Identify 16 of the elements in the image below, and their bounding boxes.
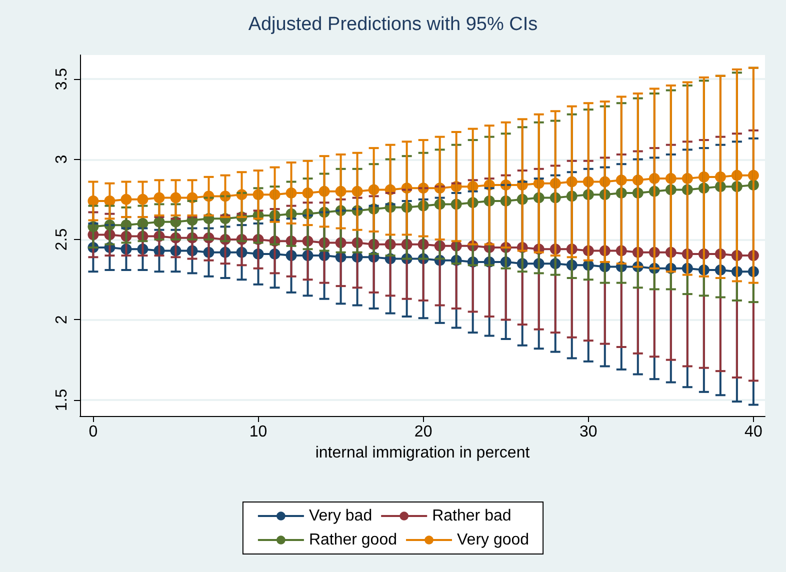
chart-title: Adjusted Predictions with 95% CIs xyxy=(248,14,538,35)
x-tick-label: 30 xyxy=(579,424,598,440)
x-tick-label: 0 xyxy=(88,424,98,440)
y-tick-label: 1.5 xyxy=(54,388,70,412)
x-tick-label: 10 xyxy=(249,424,268,440)
y-tick-label: 3.5 xyxy=(54,68,70,90)
y-tick-label: 2.5 xyxy=(54,228,70,251)
y-tick-label: 3 xyxy=(54,154,70,164)
x-tick-label: 20 xyxy=(414,424,432,440)
y-tick-label: 2 xyxy=(54,315,70,324)
legend-label: Very good xyxy=(457,532,530,548)
legend-label: Very bad xyxy=(308,508,372,524)
legend-label: Rather good xyxy=(308,532,398,548)
legend-label: Rather bad xyxy=(432,508,512,524)
x-axis-title: internal immigration in percent xyxy=(315,444,530,462)
x-tick-label: 40 xyxy=(744,424,762,440)
